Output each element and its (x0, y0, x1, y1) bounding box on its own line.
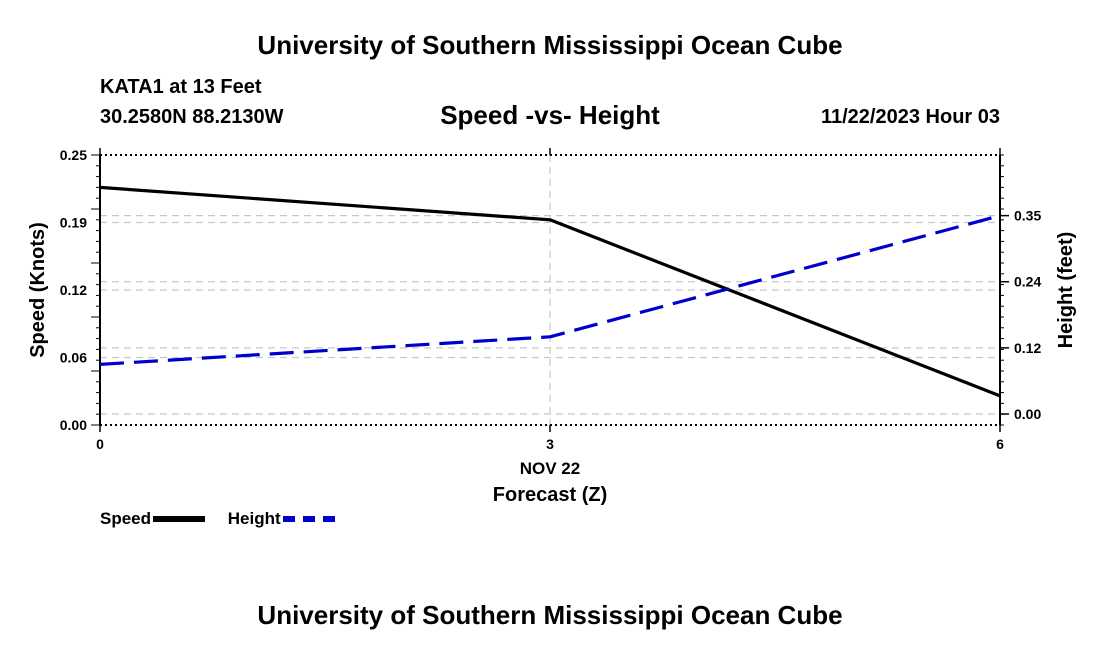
legend-item-height: Height (228, 509, 335, 529)
left-tick-label-3: 0.19 (60, 215, 87, 231)
right-tick-label-0: 0.00 (1014, 406, 1041, 422)
series-layer (99, 185, 1001, 398)
x-date-label: NOV 22 (520, 459, 580, 478)
legend-label-speed: Speed (100, 509, 152, 528)
legend-swatch-speed (153, 516, 206, 522)
left-tick-label-2: 0.12 (60, 282, 87, 298)
coordinates-label: 30.2580N 88.2130W (100, 106, 284, 128)
left-tick-label-4: 0.25 (60, 147, 87, 163)
legend-item-speed: Speed (100, 509, 206, 529)
right-tick-label-2: 0.24 (1014, 274, 1041, 290)
grid-layer (100, 155, 1000, 425)
footer-title: University of Southern Mississippi Ocean… (257, 600, 843, 630)
labels-layer: 0.00 0.06 0.12 0.19 0.25 0.00 0.12 0.24 0.35 0 3 6 N… (27, 147, 1077, 506)
x-axis-title: Forecast (Z) (493, 484, 607, 506)
legend-label-height: Height (227, 509, 281, 528)
x-tick-label-0: 0 (96, 436, 104, 452)
x-tick-label-2: 6 (996, 436, 1004, 452)
x-tick-label-1: 3 (546, 436, 554, 452)
right-tick-label-3: 0.35 (1014, 208, 1041, 224)
datestamp-label: 11/22/2023 Hour 03 (820, 106, 1000, 128)
y-axis-title-right: Height (feet) (1055, 232, 1077, 349)
right-tick-label-1: 0.12 (1014, 340, 1041, 356)
page-title: University of Southern Mississippi Ocean… (257, 30, 843, 60)
left-tick-label-1: 0.06 (60, 350, 87, 366)
chart-legend: Speed Height (100, 509, 353, 529)
legend-swatch-height (282, 516, 335, 522)
axes-layer (91, 148, 1009, 432)
station-label: KATA1 at 13 Feet (100, 76, 262, 98)
left-tick-label-0: 0.00 (60, 417, 87, 433)
y-axis-title-left: Speed (Knots) (27, 222, 49, 358)
chart-subtitle: Speed -vs- Height (440, 100, 660, 130)
